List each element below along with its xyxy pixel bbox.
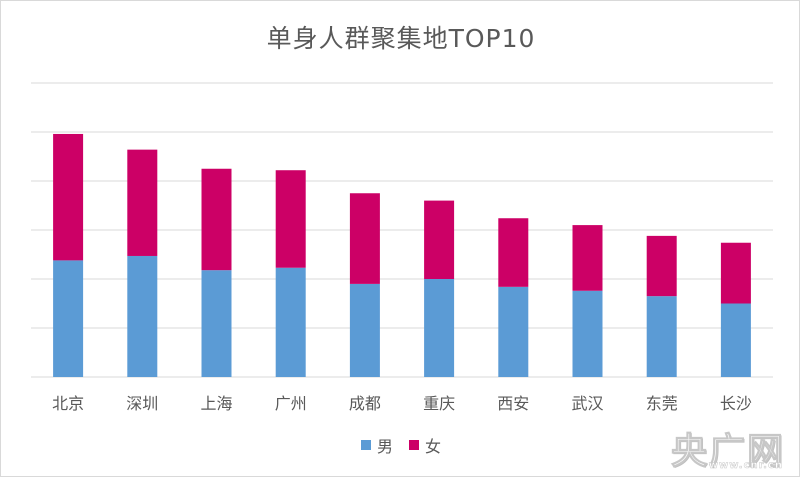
x-tick-label: 西安 xyxy=(497,394,529,413)
chart-title: 单身人群聚集地TOP10 xyxy=(266,24,536,53)
bar-female xyxy=(572,225,603,291)
bar-male xyxy=(646,296,677,377)
legend-swatch-female xyxy=(409,440,419,450)
bar-female xyxy=(424,200,455,279)
bar-male xyxy=(572,290,603,377)
bar-female xyxy=(349,193,380,284)
bar-female xyxy=(53,133,84,261)
bar-female xyxy=(201,168,232,271)
watermark-logo: 央广网 www.cnr.cn xyxy=(661,422,791,473)
legend-item-female: 女 xyxy=(409,433,441,457)
x-tick-label: 重庆 xyxy=(423,394,455,413)
x-tick-label: 东莞 xyxy=(646,394,678,413)
bar-male xyxy=(275,267,306,377)
bar-female xyxy=(127,149,158,256)
bar-female xyxy=(720,242,751,304)
bar-male xyxy=(424,279,455,377)
bar-female xyxy=(646,235,677,297)
bar-male xyxy=(498,286,529,377)
x-tick-label: 长沙 xyxy=(720,394,752,413)
x-tick-label: 北京 xyxy=(52,394,84,413)
bar-male xyxy=(201,270,232,377)
legend-swatch-male xyxy=(360,440,371,450)
x-tick-label: 广州 xyxy=(275,394,307,413)
bar-male xyxy=(53,260,84,377)
bar-female xyxy=(498,218,529,287)
x-tick-label: 武汉 xyxy=(571,394,603,413)
watermark-sub-text: www.cnr.cn xyxy=(708,460,783,472)
x-tick-label: 上海 xyxy=(200,394,232,413)
watermark-main-text: 央广网 xyxy=(670,431,785,473)
x-tick-label: 成都 xyxy=(349,394,381,413)
bar-female xyxy=(275,170,306,268)
bar-male xyxy=(349,283,380,377)
bar-male xyxy=(127,255,158,377)
legend-label-male: 男 xyxy=(376,437,393,456)
x-tick-label: 深圳 xyxy=(126,394,158,413)
bar-male xyxy=(720,303,751,377)
legend: 男 女 xyxy=(1,433,800,457)
legend-item-male: 男 xyxy=(360,433,393,457)
legend-label-female: 女 xyxy=(425,437,442,456)
